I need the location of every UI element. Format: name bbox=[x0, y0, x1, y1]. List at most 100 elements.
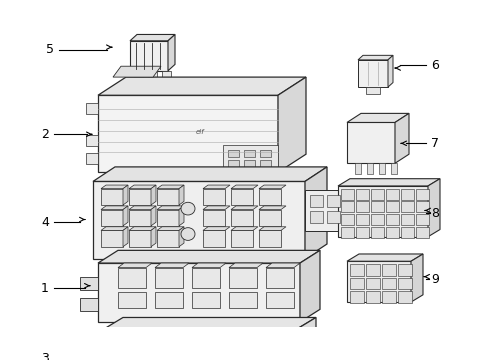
Text: 9: 9 bbox=[431, 273, 439, 286]
Polygon shape bbox=[338, 179, 440, 186]
Bar bbox=[401, 214, 414, 225]
Polygon shape bbox=[198, 322, 223, 333]
Polygon shape bbox=[86, 153, 98, 164]
Polygon shape bbox=[266, 292, 294, 309]
Polygon shape bbox=[151, 185, 156, 205]
Polygon shape bbox=[129, 210, 151, 226]
Polygon shape bbox=[338, 186, 428, 237]
Polygon shape bbox=[391, 163, 397, 174]
Polygon shape bbox=[157, 189, 179, 205]
Polygon shape bbox=[305, 190, 345, 231]
Bar bbox=[401, 201, 414, 212]
Polygon shape bbox=[118, 292, 146, 309]
Polygon shape bbox=[379, 163, 385, 174]
Polygon shape bbox=[93, 167, 327, 181]
Polygon shape bbox=[129, 206, 156, 210]
Circle shape bbox=[181, 228, 195, 240]
Text: 7: 7 bbox=[431, 137, 439, 150]
Polygon shape bbox=[254, 337, 304, 360]
Polygon shape bbox=[118, 263, 152, 267]
Bar bbox=[327, 195, 340, 207]
Polygon shape bbox=[136, 345, 174, 360]
Bar bbox=[382, 264, 396, 276]
Polygon shape bbox=[231, 189, 253, 205]
Polygon shape bbox=[229, 267, 257, 288]
Polygon shape bbox=[347, 261, 411, 302]
Polygon shape bbox=[98, 263, 300, 322]
Polygon shape bbox=[395, 113, 409, 163]
Bar bbox=[310, 195, 323, 207]
Polygon shape bbox=[148, 71, 157, 77]
Text: 4: 4 bbox=[41, 216, 49, 229]
Polygon shape bbox=[130, 337, 180, 360]
Polygon shape bbox=[98, 77, 306, 95]
Bar bbox=[260, 159, 271, 167]
Text: 6: 6 bbox=[431, 59, 439, 72]
Bar bbox=[401, 189, 414, 199]
Bar bbox=[341, 214, 354, 225]
Polygon shape bbox=[259, 230, 281, 247]
Bar bbox=[350, 278, 364, 289]
Polygon shape bbox=[101, 230, 123, 247]
Polygon shape bbox=[101, 189, 123, 205]
Text: 8: 8 bbox=[431, 207, 439, 220]
Polygon shape bbox=[98, 95, 278, 172]
Polygon shape bbox=[179, 185, 184, 205]
Polygon shape bbox=[155, 292, 183, 309]
Polygon shape bbox=[231, 230, 253, 247]
Polygon shape bbox=[192, 337, 242, 360]
Polygon shape bbox=[259, 189, 281, 205]
Polygon shape bbox=[105, 328, 298, 360]
Bar bbox=[398, 278, 412, 289]
Polygon shape bbox=[134, 71, 143, 77]
Text: elf: elf bbox=[196, 129, 204, 135]
Polygon shape bbox=[130, 35, 175, 41]
Polygon shape bbox=[259, 206, 286, 210]
Polygon shape bbox=[151, 206, 156, 226]
Polygon shape bbox=[151, 227, 156, 247]
Polygon shape bbox=[198, 345, 236, 360]
Bar bbox=[260, 150, 271, 157]
Bar bbox=[386, 227, 399, 238]
Polygon shape bbox=[157, 206, 184, 210]
Bar bbox=[371, 214, 384, 225]
Polygon shape bbox=[266, 267, 294, 288]
Polygon shape bbox=[101, 227, 128, 230]
Polygon shape bbox=[358, 55, 393, 60]
Polygon shape bbox=[157, 185, 184, 189]
Polygon shape bbox=[231, 210, 253, 226]
Polygon shape bbox=[129, 185, 156, 189]
Polygon shape bbox=[192, 263, 226, 267]
Bar bbox=[366, 291, 380, 303]
Bar bbox=[371, 201, 384, 212]
Polygon shape bbox=[428, 179, 440, 237]
Polygon shape bbox=[259, 210, 281, 226]
Circle shape bbox=[118, 342, 128, 351]
Bar bbox=[386, 201, 399, 212]
Polygon shape bbox=[155, 263, 189, 267]
Bar bbox=[382, 291, 396, 303]
Polygon shape bbox=[101, 206, 128, 210]
Polygon shape bbox=[130, 41, 168, 71]
Circle shape bbox=[275, 342, 285, 351]
Polygon shape bbox=[192, 267, 220, 288]
Polygon shape bbox=[278, 77, 306, 172]
Polygon shape bbox=[113, 66, 161, 77]
Polygon shape bbox=[203, 189, 225, 205]
Bar bbox=[371, 227, 384, 238]
Polygon shape bbox=[347, 113, 409, 122]
Polygon shape bbox=[231, 206, 258, 210]
Bar bbox=[356, 189, 369, 199]
Polygon shape bbox=[203, 206, 230, 210]
Polygon shape bbox=[300, 250, 320, 322]
Bar bbox=[366, 278, 380, 289]
Polygon shape bbox=[229, 263, 263, 267]
Polygon shape bbox=[168, 35, 175, 71]
Bar bbox=[350, 291, 364, 303]
Polygon shape bbox=[260, 345, 298, 360]
Polygon shape bbox=[231, 227, 258, 230]
Polygon shape bbox=[229, 292, 257, 309]
Bar bbox=[416, 189, 429, 199]
Polygon shape bbox=[123, 227, 128, 247]
Text: 5: 5 bbox=[46, 44, 54, 57]
